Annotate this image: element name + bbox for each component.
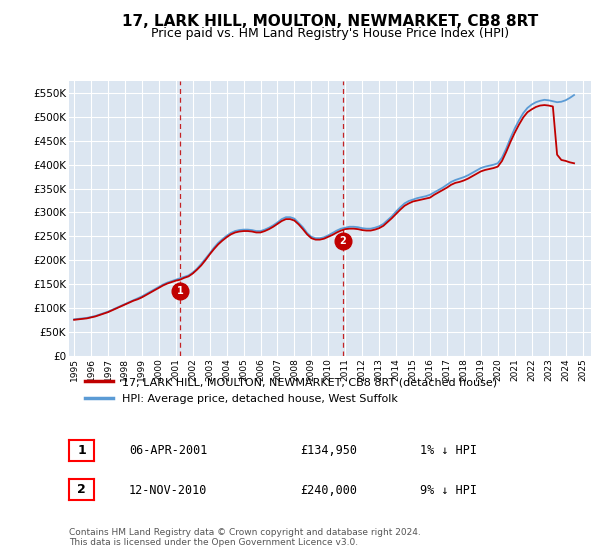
Text: 17, LARK HILL, MOULTON, NEWMARKET, CB8 8RT: 17, LARK HILL, MOULTON, NEWMARKET, CB8 8… <box>122 14 538 29</box>
Text: 12-NOV-2010: 12-NOV-2010 <box>129 483 208 497</box>
Text: £134,950: £134,950 <box>300 444 357 458</box>
Text: 1% ↓ HPI: 1% ↓ HPI <box>420 444 477 458</box>
Text: Price paid vs. HM Land Registry's House Price Index (HPI): Price paid vs. HM Land Registry's House … <box>151 27 509 40</box>
Text: 1: 1 <box>177 286 184 296</box>
Text: 2: 2 <box>77 483 86 496</box>
Text: £240,000: £240,000 <box>300 483 357 497</box>
Legend: 17, LARK HILL, MOULTON, NEWMARKET, CB8 8RT (detached house), HPI: Average price,: 17, LARK HILL, MOULTON, NEWMARKET, CB8 8… <box>80 372 503 409</box>
Text: 2: 2 <box>340 236 346 246</box>
Text: 9% ↓ HPI: 9% ↓ HPI <box>420 483 477 497</box>
Text: 06-APR-2001: 06-APR-2001 <box>129 444 208 458</box>
Text: 1: 1 <box>77 444 86 457</box>
Text: Contains HM Land Registry data © Crown copyright and database right 2024.
This d: Contains HM Land Registry data © Crown c… <box>69 528 421 547</box>
